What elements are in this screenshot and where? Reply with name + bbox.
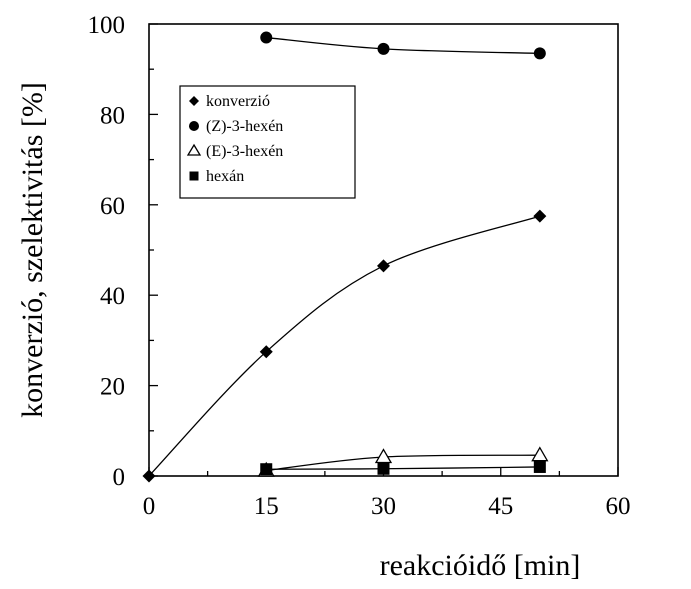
y-tick-label: 60: [100, 193, 125, 220]
data-point: [377, 42, 390, 55]
x-axis-title: reakcióidő [min]: [380, 549, 581, 582]
data-point: [533, 47, 546, 60]
legend-label: hexán: [206, 168, 244, 185]
y-axis-title: konverzió, szelektivitás [%]: [16, 82, 49, 418]
data-point: [377, 462, 390, 475]
x-tick-label: 60: [606, 493, 631, 520]
y-tick-label: 0: [113, 464, 126, 491]
data-point: [260, 463, 273, 476]
data-point: [533, 209, 547, 223]
y-tick-label: 20: [100, 374, 125, 401]
data-point: [374, 448, 393, 464]
legend-marker: [186, 143, 202, 156]
series-triangle-open: [257, 446, 549, 477]
legend-marker: [189, 121, 199, 131]
series-circle: [260, 31, 546, 60]
series-line: [266, 36, 540, 55]
data-point: [259, 345, 273, 359]
data-point: [533, 460, 546, 473]
data-point: [531, 446, 549, 462]
legend-label: konverzió: [206, 93, 270, 110]
x-tick-label: 0: [143, 493, 156, 520]
legend-label: (E)-3-hexén: [206, 143, 283, 160]
data-point: [377, 259, 390, 273]
legend-box: [179, 85, 356, 199]
series-square: [260, 460, 546, 476]
data-point: [260, 31, 273, 44]
series-diamond: [142, 209, 547, 483]
data-point: [142, 469, 156, 483]
series-line: [148, 215, 541, 477]
legend: konverzió (Z)-3-hexén (E)-3-hexén hexán: [179, 85, 356, 199]
y-tick-label: 80: [100, 102, 125, 129]
series-line: [266, 466, 540, 470]
legend-marker: [189, 171, 199, 181]
x-tick-label: 15: [254, 493, 279, 520]
x-tick-label: 30: [371, 493, 396, 520]
axis-ticks: 0 15 30 45 60 0 20 40 60 80 100: [88, 12, 631, 520]
y-tick-label: 100: [88, 12, 126, 39]
x-tick-label: 45: [488, 493, 513, 520]
series-group: [142, 31, 549, 483]
y-tick-label: 40: [100, 283, 125, 310]
legend-label: (Z)-3-hexén: [206, 118, 283, 135]
legend-marker: [189, 96, 199, 106]
